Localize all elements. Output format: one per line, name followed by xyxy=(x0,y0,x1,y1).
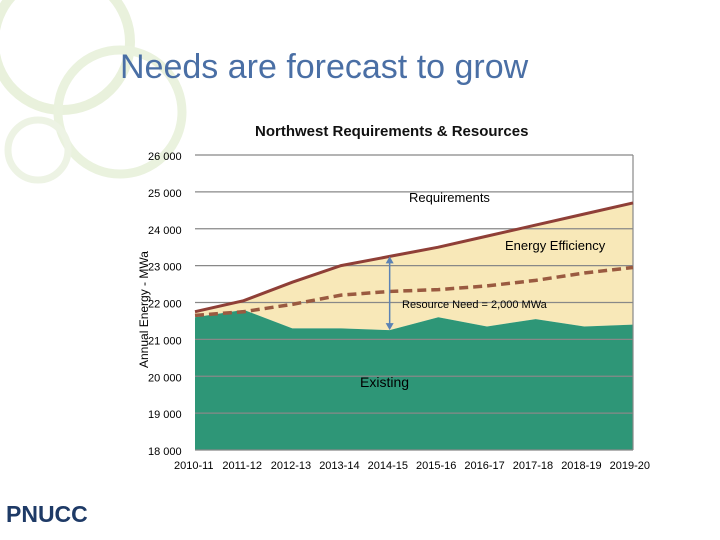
decorative-circles xyxy=(0,0,187,184)
y-tick-label-22000: 22 000 xyxy=(148,299,182,311)
y-tick-label-23000: 23 000 xyxy=(148,262,182,274)
x-tick-label-2014-15: 2014-15 xyxy=(368,460,408,472)
y-tick-label-24000: 24 000 xyxy=(148,225,182,237)
label-requirements: Requirements xyxy=(409,190,490,205)
y-tick-label-21000: 21 000 xyxy=(148,335,182,347)
resource-need-arrow-head-bottom xyxy=(385,323,394,331)
y-tick-label-25000: 25 000 xyxy=(148,188,182,200)
y-tick-label-19000: 19 000 xyxy=(148,409,182,421)
y-tick-label-26000: 26 000 xyxy=(148,151,182,163)
x-tick-label-2018-19: 2018-19 xyxy=(561,460,601,472)
y-tick-label-20000: 20 000 xyxy=(148,372,182,384)
logo-text: PNUCC xyxy=(6,501,88,527)
x-tick-label-2012-13: 2012-13 xyxy=(271,460,311,472)
x-tick-label-2013-14: 2013-14 xyxy=(319,460,359,472)
resource-need-arrow-head-top xyxy=(385,256,394,264)
energy-efficiency-band xyxy=(195,202,633,331)
y-axis-label: Annual Energy - MWa xyxy=(137,251,151,368)
x-tick-label-2010-11: 2010-11 xyxy=(174,460,214,472)
x-tick-label-2017-18: 2017-18 xyxy=(513,460,553,472)
x-tick-label-2011-12: 2011-12 xyxy=(222,460,262,472)
pnucc-logo: PNUCC xyxy=(6,501,88,527)
label-energy-efficiency: Energy Efficiency xyxy=(505,238,606,253)
requirements-line xyxy=(194,201,634,314)
chart-title: Northwest Requirements & Resources xyxy=(255,123,529,140)
dashed-net-requirements-line xyxy=(194,265,634,318)
slide-title: Needs are forecast to grow xyxy=(120,48,529,86)
label-resource-need: Resource Need = 2,000 MWa xyxy=(402,299,548,311)
x-tick-label-2015-16: 2015-16 xyxy=(416,460,456,472)
x-tick-label-2019-20: 2019-20 xyxy=(610,460,650,472)
x-tick-label-2016-17: 2016-17 xyxy=(464,460,504,472)
y-tick-label-18000: 18 000 xyxy=(148,446,182,458)
existing-area xyxy=(195,309,633,450)
label-existing: Existing xyxy=(360,374,409,390)
